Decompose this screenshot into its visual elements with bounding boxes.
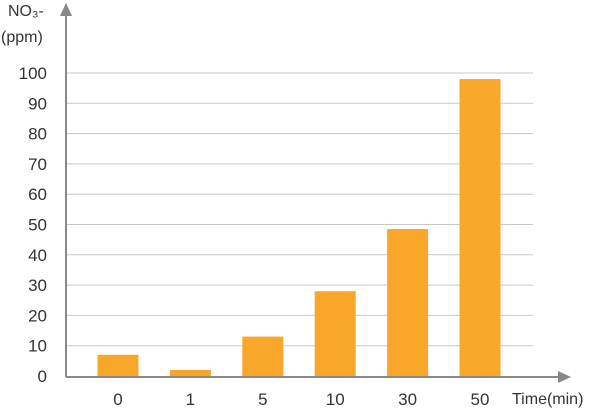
bar-30 [387, 229, 429, 376]
x-tick-label: 30 [398, 390, 417, 409]
bar-10 [314, 291, 356, 376]
y-tick-label: 100 [19, 64, 47, 83]
y-tick-label: 10 [28, 337, 47, 356]
y-tick-label: 20 [28, 306, 47, 325]
y-tick-label: 30 [28, 276, 47, 295]
bar-1 [169, 369, 211, 376]
y-tick-labels: 0 10 20 30 40 50 60 70 80 90 100 [19, 64, 47, 386]
y-tick-label: 0 [38, 367, 47, 386]
bar-0 [97, 354, 139, 376]
y-tick-label: 40 [28, 246, 47, 265]
y-axis-arrow-icon [60, 3, 72, 16]
y-tick-label: 50 [28, 216, 47, 235]
y-tick-label: 60 [28, 185, 47, 204]
x-axis-label: Time(min) [512, 391, 583, 408]
y-axis-label-line2: (ppm) [1, 29, 43, 46]
x-tick-label: 10 [326, 390, 345, 409]
y-axis-label-line1: NO₃- [8, 3, 44, 20]
y-tick-label: 80 [28, 125, 47, 144]
x-axis-arrow-icon [558, 371, 571, 383]
bar-5 [242, 336, 284, 376]
x-tick-label: 50 [471, 390, 490, 409]
x-tick-label: 0 [113, 390, 122, 409]
x-tick-labels: 0 1 5 10 30 50 [113, 390, 489, 409]
y-tick-label: 70 [28, 155, 47, 174]
bars [97, 79, 501, 376]
grid-lines [66, 72, 533, 347]
bar-50 [459, 79, 501, 376]
x-tick-label: 5 [258, 390, 267, 409]
x-tick-label: 1 [186, 390, 195, 409]
y-tick-label: 90 [28, 94, 47, 113]
